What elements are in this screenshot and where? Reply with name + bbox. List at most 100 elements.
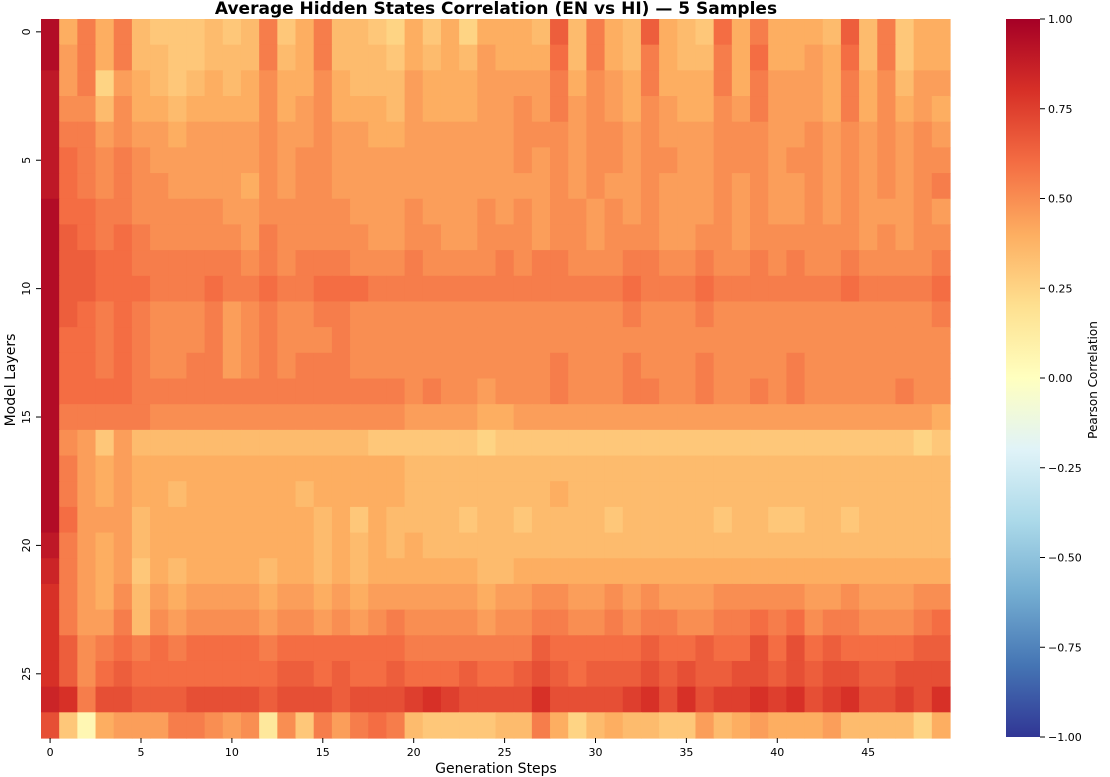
heatmap-cell — [459, 712, 478, 739]
heatmap-cell — [695, 404, 715, 431]
heatmap-cell — [840, 70, 860, 97]
heatmap-cell — [477, 404, 497, 431]
heatmap-cell — [331, 532, 351, 559]
heatmap-cell — [822, 378, 842, 405]
heatmap-cell — [440, 481, 460, 508]
heatmap-cell — [204, 70, 224, 97]
heatmap-cell — [713, 250, 733, 277]
heatmap-cell — [422, 660, 442, 688]
heatmap-cell — [550, 378, 569, 405]
heatmap-cell — [277, 147, 297, 174]
heatmap-cell — [222, 275, 242, 303]
heatmap-cell — [113, 352, 133, 380]
heatmap-cell — [586, 609, 606, 636]
heatmap-cell — [422, 712, 442, 739]
heatmap-cell — [895, 404, 915, 431]
heatmap-cell — [477, 352, 497, 380]
heatmap-cell — [168, 506, 188, 534]
heatmap-cell — [931, 404, 951, 431]
heatmap-cell — [750, 250, 769, 277]
heatmap-cell — [295, 301, 315, 328]
heatmap-cell — [113, 583, 133, 611]
heatmap-cell — [495, 301, 515, 328]
heatmap-cell — [350, 224, 369, 251]
heatmap-cell — [277, 481, 297, 508]
heatmap-cell — [659, 147, 678, 174]
heatmap-cell — [877, 712, 897, 739]
heatmap-cell — [859, 224, 878, 251]
heatmap-cell — [913, 224, 933, 251]
heatmap-cell — [786, 96, 806, 123]
heatmap-cell — [368, 532, 388, 559]
heatmap-cell — [459, 147, 478, 174]
heatmap-cell — [277, 532, 297, 559]
heatmap-cell — [386, 301, 406, 328]
heatmap-cell — [640, 198, 660, 226]
x-tick-label: 10 — [225, 746, 239, 759]
heatmap-cell — [731, 198, 751, 226]
heatmap-cell — [804, 121, 824, 148]
heatmap-cell — [750, 19, 769, 46]
heatmap-cell — [440, 301, 460, 328]
heatmap-cell — [113, 635, 133, 662]
heatmap-cell — [277, 224, 297, 251]
heatmap-cell — [131, 70, 151, 97]
heatmap-cell — [313, 455, 333, 482]
heatmap-cell — [259, 660, 278, 688]
heatmap-cell — [877, 635, 897, 662]
heatmap-cell — [877, 583, 897, 611]
heatmap-cell — [95, 352, 115, 380]
heatmap-cell — [131, 583, 151, 611]
heatmap-cell — [331, 121, 351, 148]
heatmap-cell — [440, 70, 460, 97]
heatmap-cell — [41, 250, 60, 277]
heatmap-cell — [840, 429, 860, 457]
heatmap-cell — [313, 70, 333, 97]
heatmap-cell — [259, 147, 278, 174]
heatmap-cell — [222, 19, 242, 46]
heatmap-cell — [313, 327, 333, 354]
heatmap-cell — [531, 686, 551, 713]
heatmap-cell — [768, 121, 787, 148]
heatmap-cell — [404, 660, 424, 688]
heatmap-cell — [822, 532, 842, 559]
heatmap-cell — [386, 429, 406, 457]
heatmap-cell — [113, 481, 133, 508]
heatmap-cell — [786, 44, 806, 71]
heatmap-cell — [186, 429, 206, 457]
heatmap-cell — [768, 224, 787, 251]
heatmap-cell — [386, 404, 406, 431]
heatmap-cell — [931, 173, 951, 200]
heatmap-cell — [259, 44, 278, 71]
heatmap-cell — [131, 19, 151, 46]
heatmap-cell — [204, 583, 224, 611]
heatmap-cell — [604, 147, 624, 174]
heatmap-cell — [713, 609, 733, 636]
heatmap-cell — [295, 583, 315, 611]
heatmap-cell — [550, 429, 569, 457]
heatmap-cell — [731, 404, 751, 431]
heatmap-cell — [677, 686, 697, 713]
heatmap-cell — [786, 173, 806, 200]
heatmap-cell — [586, 429, 606, 457]
heatmap-cell — [677, 404, 697, 431]
heatmap-cell — [368, 404, 388, 431]
heatmap-cell — [386, 327, 406, 354]
heatmap-cell — [531, 532, 551, 559]
heatmap-cell — [786, 404, 806, 431]
heatmap-cell — [350, 250, 369, 277]
heatmap-cell — [168, 173, 188, 200]
chart-title: Average Hidden States Correlation (EN vs… — [215, 0, 777, 19]
heatmap-cell — [277, 70, 297, 97]
heatmap-cell — [222, 173, 242, 200]
heatmap-cell — [550, 275, 569, 303]
heatmap-cell — [313, 250, 333, 277]
heatmap-cell — [931, 327, 951, 354]
heatmap-cell — [350, 327, 369, 354]
heatmap-cell — [41, 404, 60, 431]
heatmap-cell — [931, 455, 951, 482]
heatmap-cell — [95, 635, 115, 662]
heatmap-cell — [859, 121, 878, 148]
heatmap-cell — [113, 429, 133, 457]
heatmap-cell — [77, 96, 97, 123]
